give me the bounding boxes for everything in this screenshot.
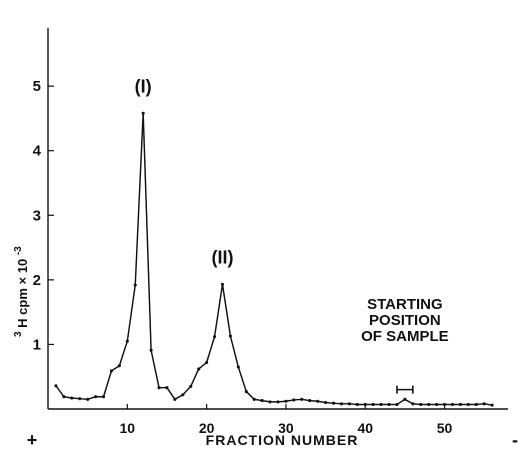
data-point-29 xyxy=(284,399,288,403)
sample-label-line-0: STARTING xyxy=(367,296,443,313)
data-point-49 xyxy=(443,402,447,407)
data-point-2 xyxy=(70,396,74,400)
data-point-38 xyxy=(355,402,359,407)
x-tick-label-1: 20 xyxy=(199,420,215,436)
data-point-4 xyxy=(86,397,90,401)
data-point-19 xyxy=(205,360,209,365)
peak-label-1: (II) xyxy=(211,248,233,268)
data-point-50 xyxy=(450,402,455,407)
data-point-13 xyxy=(157,386,161,390)
data-point-40 xyxy=(371,402,375,407)
data-point-14 xyxy=(165,386,169,390)
data-point-22 xyxy=(228,334,232,338)
chart-labels: 10 20 30 40 50 1 2 3 4 5 (I) (II) STARTINGPOSITIONOF… xyxy=(33,77,453,436)
y-axis-label-main: H cpm × 10 xyxy=(15,259,30,328)
data-point-0 xyxy=(54,384,58,388)
data-point-26 xyxy=(260,399,264,403)
data-point-35 xyxy=(331,401,336,405)
data-point-42 xyxy=(387,402,391,407)
data-point-23 xyxy=(236,365,240,369)
data-point-25 xyxy=(252,397,256,401)
data-point-12 xyxy=(149,348,153,352)
data-point-43 xyxy=(395,402,399,407)
sample-label-line-2: OF SAMPLE xyxy=(361,328,449,345)
data-point-51 xyxy=(458,402,462,407)
data-point-30 xyxy=(292,398,296,402)
data-point-33 xyxy=(316,399,320,403)
data-point-17 xyxy=(189,384,193,388)
data-point-48 xyxy=(435,402,439,407)
data-point-52 xyxy=(466,402,470,407)
x-tick-label-3: 40 xyxy=(357,420,373,436)
data-point-1 xyxy=(62,395,66,399)
peak-label-0: (I) xyxy=(135,77,152,97)
data-point-7 xyxy=(109,369,113,373)
x-axis-right-marker: - xyxy=(512,430,518,450)
data-point-55 xyxy=(490,403,494,407)
data-point-47 xyxy=(427,402,431,407)
data-point-45 xyxy=(411,402,415,406)
y-tick-label-0: 1 xyxy=(33,336,41,353)
x-axis-label: FRACTION NUMBER xyxy=(206,432,359,448)
x-tick-label-2: 30 xyxy=(278,420,294,436)
data-point-5 xyxy=(94,395,98,399)
y-axis-label: 3 H cpm × 10 -3 xyxy=(9,246,30,337)
data-point-8 xyxy=(117,364,121,368)
data-point-46 xyxy=(419,402,423,407)
y-tick-label-4: 5 xyxy=(33,78,41,95)
data-point-3 xyxy=(78,397,82,401)
data-point-11 xyxy=(141,111,145,115)
data-point-28 xyxy=(276,400,280,404)
data-point-32 xyxy=(308,399,312,403)
data-point-39 xyxy=(363,402,367,407)
x-axis-left-marker: + xyxy=(27,430,38,450)
data-point-31 xyxy=(300,397,304,401)
data-point-53 xyxy=(474,402,478,407)
y-tick-label-3: 4 xyxy=(33,143,42,160)
sample-label-line-1: POSITION xyxy=(369,312,441,329)
x-tick-label-0: 10 xyxy=(120,420,136,436)
data-point-37 xyxy=(347,402,351,406)
y-axis-label-superscript: 3 xyxy=(13,331,24,337)
data-point-36 xyxy=(339,402,343,406)
data-point-20 xyxy=(213,335,217,339)
series-line xyxy=(55,112,493,406)
data-point-15 xyxy=(173,397,177,401)
data-point-41 xyxy=(379,402,383,407)
data-point-21 xyxy=(220,282,225,286)
y-axis-label-exponent: -3 xyxy=(13,246,24,255)
data-point-6 xyxy=(101,395,106,399)
chart-axes xyxy=(47,28,508,410)
data-point-16 xyxy=(181,393,185,397)
data-point-10 xyxy=(133,283,137,287)
data-point-44 xyxy=(403,397,407,401)
y-tick-label-1: 2 xyxy=(33,272,41,289)
x-tick-label-4: 50 xyxy=(437,420,453,436)
data-point-54 xyxy=(482,402,486,406)
chart-marks xyxy=(54,111,494,407)
data-point-18 xyxy=(197,367,201,371)
data-point-34 xyxy=(324,400,328,405)
data-point-9 xyxy=(125,339,129,343)
data-point-24 xyxy=(244,390,248,394)
y-tick-label-2: 3 xyxy=(33,207,41,224)
data-point-27 xyxy=(268,400,272,404)
